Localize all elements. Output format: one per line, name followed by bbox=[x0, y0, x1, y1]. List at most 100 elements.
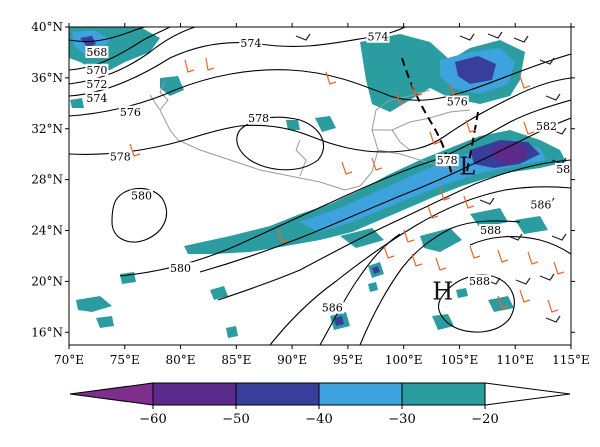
shade-navy-region bbox=[372, 266, 380, 274]
shade-teal-region bbox=[388, 36, 408, 54]
contour-label: 572 bbox=[86, 78, 107, 91]
lat-tick-label: 24°N bbox=[31, 224, 63, 238]
contour-582 bbox=[199, 117, 571, 273]
lon-tick-label: 95°E bbox=[333, 353, 363, 367]
contour-label-background bbox=[118, 105, 142, 118]
lon-tick-label: 90°E bbox=[277, 353, 307, 367]
contour-label: 578 bbox=[110, 150, 131, 163]
contour-586-south bbox=[319, 233, 401, 345]
colorbar-tick-label: −50 bbox=[222, 412, 249, 427]
contour-label-background bbox=[534, 119, 558, 132]
shade-teal-region bbox=[120, 272, 136, 284]
contour-label-background bbox=[320, 301, 344, 314]
map-panel bbox=[69, 27, 571, 345]
pressure-centers: HL bbox=[432, 153, 475, 306]
contour-label: 576 bbox=[120, 106, 141, 119]
contour-label-background bbox=[247, 112, 271, 125]
map-frame bbox=[68, 26, 572, 346]
contour-label: 580 bbox=[170, 262, 191, 275]
contour-label: 588 bbox=[469, 275, 490, 288]
contour-label: 570 bbox=[86, 64, 107, 77]
contour-label-background bbox=[468, 274, 492, 287]
wind-barbs-black bbox=[295, 31, 567, 323]
shade-teal-region bbox=[210, 286, 228, 300]
geopotential-contours bbox=[69, 27, 571, 345]
contour-578-closed bbox=[236, 116, 324, 171]
contour-580 bbox=[119, 99, 571, 277]
latitude-axis: 16°N 20°N 24°N 28°N 32°N 36°N 40°N bbox=[31, 20, 575, 339]
contour-588 bbox=[359, 220, 521, 345]
shaded-field bbox=[69, 27, 566, 338]
longitude-axis: 70°E 75°E 80°E 85°E 90°E 95°E 100°E 105°E 110°E 1… bbox=[54, 23, 590, 367]
contour-label-background bbox=[479, 224, 503, 237]
wind-barbs-orange bbox=[129, 57, 565, 313]
contour-label-background bbox=[85, 91, 109, 104]
contour-label-background bbox=[130, 189, 154, 202]
high-pressure-marker: H bbox=[432, 277, 453, 305]
contour-label-background bbox=[555, 163, 572, 176]
contour-label: 574 bbox=[86, 92, 107, 105]
contour-label-background bbox=[366, 30, 390, 43]
lon-tick-label: 100°E bbox=[385, 353, 423, 367]
contour-590 bbox=[469, 236, 571, 255]
contour-label: 588 bbox=[480, 224, 501, 237]
contour-label-background bbox=[435, 154, 459, 167]
contour-label: 58 bbox=[556, 163, 570, 176]
lat-tick-label: 32°N bbox=[31, 122, 63, 136]
shade-teal-region bbox=[70, 98, 84, 108]
shade-teal-region bbox=[315, 116, 336, 132]
contour-label-background bbox=[85, 45, 109, 58]
contour-578 bbox=[69, 77, 571, 155]
lon-tick-label: 85°E bbox=[221, 353, 251, 367]
country-borders bbox=[149, 81, 471, 191]
contour-label: 574 bbox=[240, 37, 261, 50]
shade-teal-region bbox=[470, 208, 508, 228]
lat-tick-label: 40°N bbox=[31, 20, 63, 34]
shade-teal-region bbox=[286, 120, 300, 130]
colorbar-bin bbox=[235, 382, 320, 406]
shade-teal-region bbox=[96, 316, 114, 328]
contour-586 bbox=[269, 186, 571, 345]
lat-tick-label: 28°N bbox=[31, 173, 63, 187]
colorbar-bin bbox=[401, 382, 486, 406]
contour-label: 580 bbox=[131, 190, 152, 203]
shade-teal-region bbox=[160, 76, 184, 96]
low-pressure-marker: L bbox=[459, 153, 475, 181]
contour-584 bbox=[217, 159, 571, 301]
colorbar-bin bbox=[318, 382, 403, 406]
colorbar-over-triangle bbox=[484, 382, 571, 406]
shade-teal-region bbox=[226, 326, 238, 338]
lon-tick-label: 110°E bbox=[496, 353, 534, 367]
lon-tick-label: 105°E bbox=[441, 353, 479, 367]
lon-tick-label: 75°E bbox=[110, 353, 140, 367]
contour-label: 576 bbox=[447, 96, 468, 109]
lon-tick-label: 115°E bbox=[552, 353, 590, 367]
lon-tick-label: 80°E bbox=[166, 353, 196, 367]
contour-568 bbox=[69, 27, 146, 43]
shade-teal-region bbox=[432, 314, 454, 330]
colorbar-tick-label: −30 bbox=[388, 412, 415, 427]
shade-teal-region bbox=[76, 296, 112, 312]
contour-576 bbox=[69, 53, 571, 117]
lat-tick-label: 36°N bbox=[31, 71, 63, 85]
colorbar-tick-label: −40 bbox=[305, 412, 332, 427]
contour-label-background bbox=[529, 198, 553, 211]
colorbar-bin bbox=[152, 382, 237, 406]
contour-label: 582 bbox=[536, 120, 557, 133]
shade-purple-region bbox=[492, 142, 528, 164]
contour-label-background bbox=[85, 77, 109, 90]
contour-label-background bbox=[239, 37, 263, 50]
contour-label: 574 bbox=[368, 31, 389, 44]
contour-label: 578 bbox=[437, 154, 458, 167]
lon-tick-label: 70°E bbox=[54, 353, 84, 367]
contour-label: 586 bbox=[530, 199, 551, 212]
shade-teal-region bbox=[515, 216, 548, 234]
lat-tick-label: 16°N bbox=[31, 325, 63, 339]
contour-label-background bbox=[108, 150, 132, 163]
contour-label-background bbox=[445, 95, 469, 108]
colorbar: −60 −50 −40 −30 −20 bbox=[69, 382, 571, 427]
shade-navy-region bbox=[455, 56, 496, 84]
colorbar-tick-label: −60 bbox=[139, 412, 166, 427]
contour-label: 586 bbox=[322, 302, 343, 315]
